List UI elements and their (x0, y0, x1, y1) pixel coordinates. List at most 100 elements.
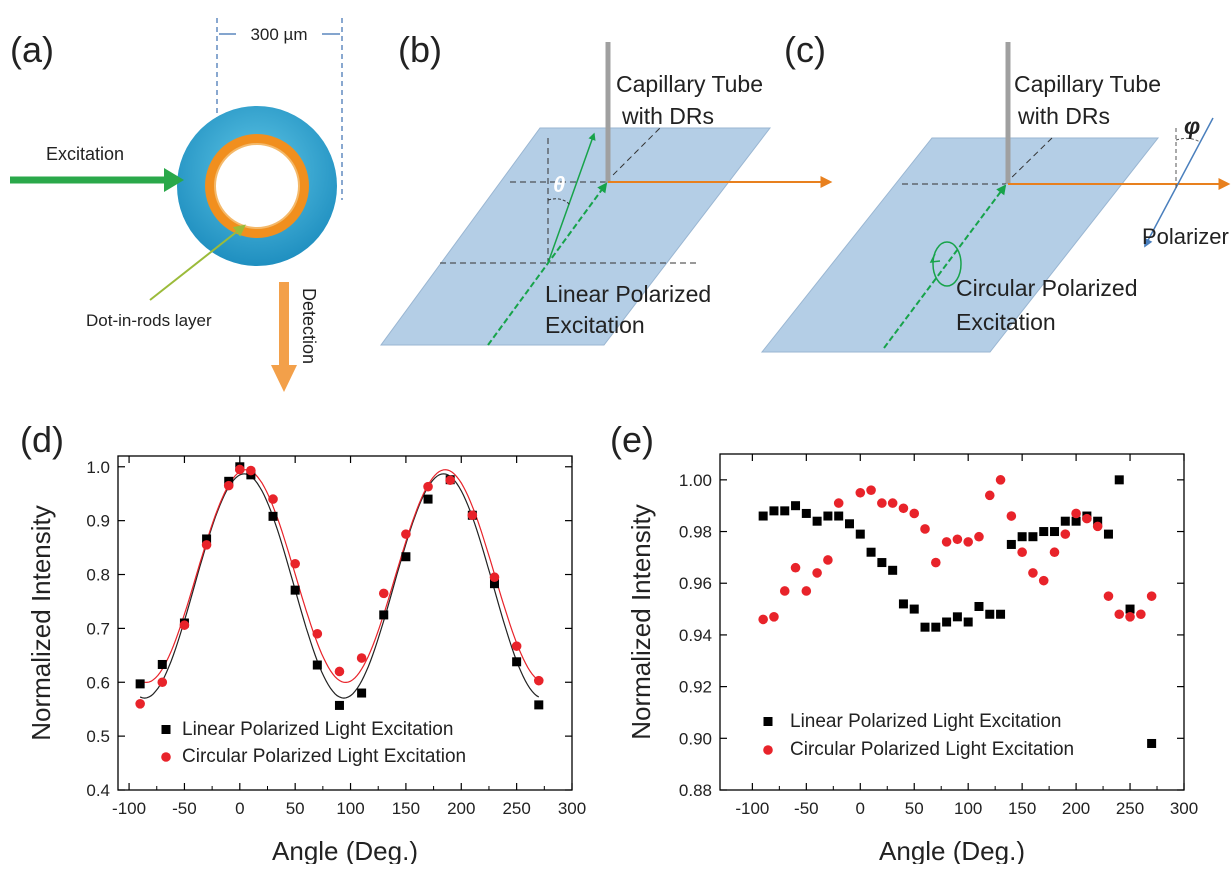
excitation-beam-c (883, 184, 1007, 349)
data-point-circle (952, 534, 963, 545)
data-point-circle (974, 531, 984, 542)
chart-panel-label: (e) (610, 419, 654, 460)
x-tick-label: 100 (336, 799, 364, 818)
data-point-circle (290, 558, 300, 569)
x-tick-label: 200 (447, 799, 475, 818)
data-point-square (423, 494, 433, 504)
data-point-square (1006, 539, 1016, 549)
data-point-square (866, 547, 876, 557)
data-point-square (834, 511, 844, 521)
x-tick-label: -100 (112, 799, 146, 818)
excitation-beam (487, 182, 608, 346)
data-point-circle (1136, 609, 1146, 620)
fit-curve (139, 469, 540, 684)
panel-a-label: (a) (10, 29, 54, 70)
data-point-circle (511, 641, 522, 651)
data-point-square (963, 617, 973, 627)
data-point-circle (378, 588, 389, 599)
panel-b-label: (b) (398, 29, 442, 70)
y-tick-label: 0.7 (86, 619, 110, 638)
x-tick-label: 100 (954, 799, 982, 818)
data-point-square (942, 617, 952, 627)
x-tick-label: 250 (1116, 799, 1144, 818)
y-tick-label: 0.96 (679, 574, 712, 593)
data-point-circle (423, 481, 433, 492)
layer-label: Dot-in-rods layer (86, 311, 212, 330)
data-point-square (401, 552, 411, 562)
data-point-square (534, 700, 544, 710)
plane-dash-c-2 (1004, 137, 1053, 185)
chart-e: (e) -100 -50 0 50 100 150 200 250 300 0.88 0.90 0.92… (610, 419, 1198, 866)
excitation-label-b-1: Linear Polarized (545, 281, 711, 307)
data-point-square (877, 558, 887, 568)
data-point-square (157, 659, 167, 669)
x-tick-label: -50 (794, 799, 819, 818)
x-tick-label: 150 (392, 799, 420, 818)
plot-frame (117, 455, 573, 791)
polarizer-label: Polarizer (1142, 224, 1229, 249)
detection-label: Detection (299, 288, 319, 364)
legend-marker-circle (161, 752, 171, 762)
data-point-circle (866, 485, 876, 495)
data-point-square (512, 657, 522, 667)
data-point-square (202, 534, 212, 544)
data-point-square (844, 519, 854, 529)
y-tick-label: 0.9 (86, 512, 110, 531)
data-point-square (920, 622, 930, 632)
layer-pointer (149, 224, 246, 301)
data-point-circle (246, 465, 256, 476)
data-point-circle (312, 628, 323, 639)
data-point-square (985, 609, 995, 619)
x-tick-label: 300 (1170, 799, 1198, 818)
panel-a: (a) 300 µm Excitation Dot-in-rods layer … (10, 18, 343, 392)
x-tick-label: 50 (286, 799, 305, 818)
data-point-circle (823, 555, 833, 565)
data-point-circle (790, 562, 801, 573)
data-point-circle (1049, 547, 1060, 558)
scale-label-bg (236, 22, 322, 46)
data-point-circle (445, 475, 455, 486)
polarizer-axis (1144, 117, 1214, 248)
panel-b: (b) θ Capillary Tube with DRs Linear Pol… (380, 29, 833, 346)
fit-curve (139, 473, 540, 699)
data-point-circle (157, 677, 168, 688)
data-point-circle (1082, 513, 1092, 524)
data-point-circle (779, 586, 790, 596)
data-point-circle (201, 540, 212, 550)
capillary-core (214, 143, 300, 229)
panel-c-label: (c) (784, 29, 826, 70)
data-point-circle (268, 494, 278, 504)
data-point-square (855, 529, 865, 539)
data-point-square (888, 565, 898, 575)
data-point-circle (769, 612, 779, 622)
x-tick-label: 0 (856, 799, 865, 818)
data-point-square (1103, 529, 1113, 539)
y-tick-label: 1.00 (679, 471, 712, 490)
legend-marker-square (161, 725, 171, 734)
data-point-square (1017, 532, 1027, 542)
x-tick-label: 150 (1008, 799, 1036, 818)
data-point-circle (467, 510, 478, 521)
data-point-square (290, 585, 300, 595)
data-point-square (1125, 604, 1135, 614)
x-axis-label: Angle (Deg.) (879, 836, 1025, 864)
data-point-square (1071, 516, 1081, 526)
data-point-circle (1103, 591, 1114, 601)
data-point-circle (1146, 591, 1157, 601)
data-point-circle (401, 529, 411, 539)
data-point-square (909, 604, 919, 614)
tube-label-c-1: Capillary Tube (1014, 71, 1161, 97)
theta-symbol: θ (553, 172, 565, 197)
x-tick-label: -100 (735, 799, 769, 818)
tube-label-b-2: with DRs (621, 103, 714, 129)
data-point-square (812, 516, 822, 526)
legend-marker-square (763, 717, 773, 726)
x-tick-label: 50 (905, 799, 924, 818)
data-point-square (758, 511, 768, 521)
x-tick-label: 0 (235, 799, 244, 818)
data-point-circle (855, 487, 866, 498)
data-point-square (268, 511, 278, 521)
data-point-circle (1071, 508, 1081, 519)
data-point-square (1147, 738, 1157, 748)
